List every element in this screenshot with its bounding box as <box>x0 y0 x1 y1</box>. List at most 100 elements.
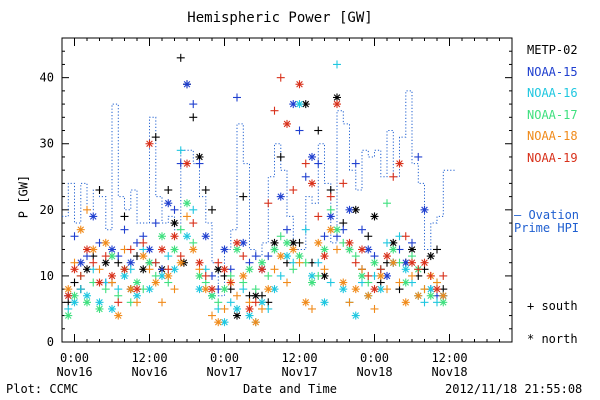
south-plus-marker <box>314 212 323 221</box>
south-plus-marker <box>326 278 335 287</box>
south-plus-marker <box>201 186 210 194</box>
south-plus-marker <box>383 199 391 208</box>
south-plus-marker <box>151 133 160 142</box>
north-asterisk-marker <box>145 245 154 254</box>
north-asterisk-marker <box>370 258 379 267</box>
north-asterisk-marker <box>401 265 410 274</box>
x-tick-label-date: Nov17 <box>206 365 243 379</box>
south-plus-marker <box>376 265 385 274</box>
south-plus-marker <box>151 219 160 228</box>
north-asterisk-marker <box>264 285 273 294</box>
south-plus-marker <box>233 291 241 300</box>
north-asterisk-marker <box>158 245 166 254</box>
south-plus-marker <box>251 252 260 261</box>
south-plus-marker <box>258 304 266 313</box>
south-plus-marker <box>120 212 129 221</box>
north-asterisk-marker <box>383 252 391 261</box>
south-plus-marker <box>189 113 198 122</box>
north-asterisk-marker <box>345 238 354 247</box>
south-plus-marker <box>276 271 285 280</box>
south-plus-marker <box>214 298 223 307</box>
south-plus-marker <box>264 252 273 261</box>
north-asterisk-marker <box>233 304 241 313</box>
south-plus-marker <box>289 265 298 274</box>
south-plus-marker <box>276 152 285 161</box>
north-asterisk-marker <box>220 245 229 254</box>
south-plus-marker <box>408 271 416 280</box>
south-plus-marker <box>176 225 185 234</box>
north-asterisk-marker <box>170 219 179 228</box>
north-asterisk-marker <box>183 159 191 168</box>
south-plus-marker <box>70 232 79 241</box>
south-plus-marker <box>364 232 373 241</box>
south-plus-marker <box>414 152 423 161</box>
south-plus-marker <box>295 238 304 247</box>
south-plus-marker <box>264 271 273 280</box>
north-asterisk-marker <box>95 278 104 287</box>
south-plus-marker <box>183 212 191 221</box>
south-plus-marker <box>251 298 260 307</box>
south-plus-marker <box>314 159 323 168</box>
north-asterisk-marker <box>220 265 229 274</box>
south-plus-marker <box>239 192 248 201</box>
chart-title: Hemispheric Power [GW] <box>187 10 373 26</box>
south-plus-marker <box>345 298 354 307</box>
north-asterisk-marker <box>320 298 329 307</box>
timestamp: 2012/11/18 21:55:08 <box>445 382 583 396</box>
south-plus-marker <box>383 238 391 247</box>
north-asterisk-marker <box>145 139 154 148</box>
plot-credit: Plot: CCMC <box>6 382 79 396</box>
north-asterisk-marker <box>345 205 354 214</box>
south-plus-marker <box>239 252 248 261</box>
north-asterisk-marker <box>101 238 110 247</box>
south-plus-marker <box>333 60 341 69</box>
north-asterisk-marker <box>89 212 98 221</box>
north-asterisk-marker <box>283 238 291 247</box>
x-tick-label-date: Nov17 <box>281 365 318 379</box>
y-tick-label: 30 <box>40 137 54 151</box>
y-axis-label: P [GW] <box>16 174 31 219</box>
south-plus-marker <box>233 93 241 102</box>
north-asterisk-marker <box>314 238 323 247</box>
x-tick-label-time: 12:00 <box>431 351 468 365</box>
y-tick-label: 10 <box>40 269 54 283</box>
south-plus-marker <box>76 271 85 280</box>
north-asterisk-marker <box>326 225 335 234</box>
south-plus-marker <box>283 278 291 287</box>
y-tick-label: 20 <box>40 203 54 217</box>
north-asterisk-marker <box>83 245 91 254</box>
north-asterisk-marker <box>208 285 216 294</box>
north-asterisk-marker <box>95 298 104 307</box>
north-asterisk-marker <box>189 245 198 254</box>
north-asterisk-marker <box>433 285 441 294</box>
south-plus-marker <box>139 238 148 247</box>
north-asterisk-marker <box>183 232 191 241</box>
north-asterisk-marker <box>420 258 429 267</box>
north-asterisk-marker <box>308 152 316 161</box>
north-asterisk-marker <box>351 285 360 294</box>
north-asterisk-marker <box>164 199 173 208</box>
north-asterisk-marker <box>183 199 191 208</box>
south-plus-marker <box>170 205 179 214</box>
south-plus-marker <box>289 186 298 194</box>
south-plus-marker <box>158 298 166 307</box>
south-plus-marker <box>301 225 310 234</box>
south-plus-marker <box>251 285 260 294</box>
north-asterisk-marker <box>401 298 410 307</box>
south-plus-marker <box>164 265 173 274</box>
ovation-hpi-line <box>62 90 456 297</box>
south-plus-marker <box>270 265 279 274</box>
north-asterisk-marker <box>95 304 104 313</box>
south-plus-marker <box>370 304 379 313</box>
north-asterisk-marker <box>426 252 435 261</box>
y-tick-label: 0 <box>47 335 54 349</box>
north-asterisk-marker <box>183 80 191 89</box>
south-plus-marker <box>83 205 91 214</box>
south-plus-marker <box>295 258 304 267</box>
north-asterisk-marker <box>233 238 241 247</box>
south-plus-marker <box>133 298 141 307</box>
north-asterisk-marker <box>270 245 279 254</box>
south-plus-marker <box>364 271 373 280</box>
north-asterisk-marker <box>420 205 429 214</box>
south-plus-marker <box>95 186 104 194</box>
